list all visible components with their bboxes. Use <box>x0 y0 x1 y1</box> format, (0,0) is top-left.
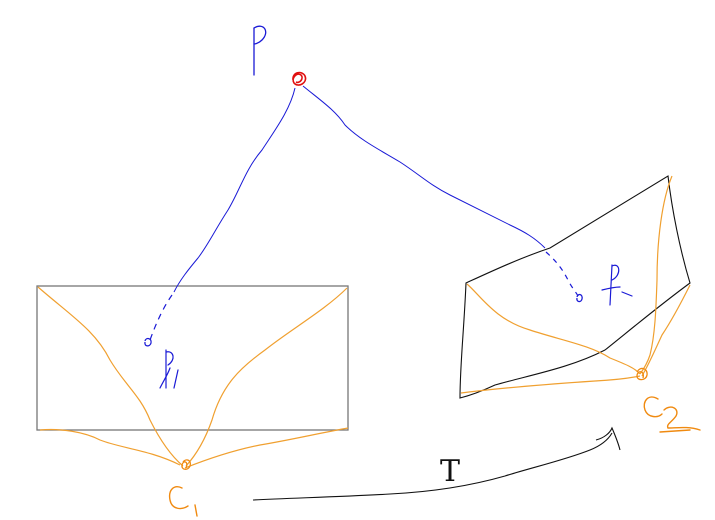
right-frustum-bottom-right-line <box>641 284 691 377</box>
ray-right-dashed <box>545 251 579 297</box>
label-c2 <box>643 396 701 433</box>
ray-left-solid <box>173 87 296 293</box>
ray-left-dashed <box>149 294 173 341</box>
right-frustum-top-right-line <box>639 175 673 375</box>
label-c1 <box>168 486 198 517</box>
right-frustum-bottom-left-line <box>460 375 641 394</box>
left-frustum-left-line <box>37 286 184 467</box>
label-p2 <box>601 264 633 306</box>
left-image-plane <box>36 285 349 431</box>
left-camera-center-marker <box>181 459 192 470</box>
label-p <box>253 25 267 76</box>
transform-curve <box>252 432 613 501</box>
left-frustum-bottom-right-line <box>184 427 349 469</box>
right-image-plane <box>459 175 691 399</box>
left-frustum-right-line <box>185 287 348 467</box>
left-image-point-marker <box>144 337 152 347</box>
right-camera-center-marker <box>636 367 648 381</box>
label-p1 <box>159 349 179 389</box>
right-frustum-top-left-line <box>466 283 641 375</box>
left-frustum-bottom-left-line <box>39 428 181 466</box>
label-t: T <box>440 454 460 489</box>
right-image-point-marker <box>576 293 583 303</box>
ray-right-solid <box>302 85 546 249</box>
transform-arrowhead <box>595 426 621 451</box>
world-point-marker <box>292 71 307 86</box>
